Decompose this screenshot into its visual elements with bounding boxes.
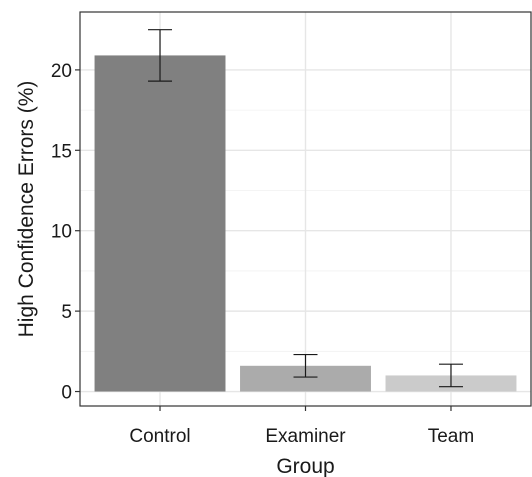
- x-tick-label: Control: [129, 426, 190, 447]
- error-bars: [148, 29, 463, 388]
- y-tick-label: 0: [61, 383, 72, 404]
- y-tick-label: 20: [51, 61, 72, 82]
- y-tick-label: 5: [61, 302, 72, 323]
- x-axis-title: Group: [276, 455, 334, 477]
- bar-control: [94, 55, 226, 392]
- x-tick-label: Team: [428, 426, 474, 447]
- y-tick-label: 15: [51, 141, 72, 162]
- bars: [94, 55, 517, 392]
- error-bar-examiner: [293, 353, 318, 378]
- y-tick-label: 10: [51, 222, 72, 243]
- error-bar-team: [438, 363, 463, 388]
- x-tick-label: Examiner: [265, 426, 346, 447]
- y-axis: 0 5 10 15 20: [51, 61, 80, 404]
- y-axis-title: High Confidence Errors (%): [15, 81, 38, 338]
- x-axis: Control Examiner Team: [129, 406, 474, 447]
- error-bar-control: [148, 29, 173, 82]
